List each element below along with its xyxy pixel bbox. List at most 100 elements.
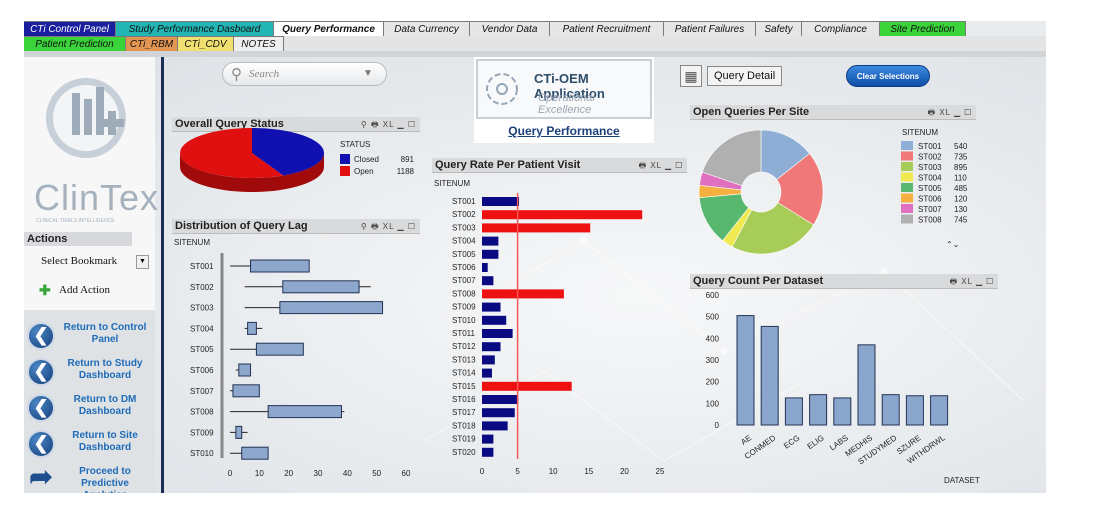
dropdown-arrow-icon[interactable]: ▼ (136, 255, 149, 269)
dataset-bar-studymed (881, 394, 900, 426)
query-detail-button[interactable]: ▦ Query Detail (680, 65, 786, 87)
legend-label: ST008 (918, 216, 942, 225)
box (279, 301, 384, 315)
box (235, 425, 243, 439)
donut-slice-st002 (776, 153, 824, 226)
panel-toolbar-icon[interactable]: ⚲ 🖶 XL ▁ ☐ (360, 222, 416, 231)
charts-layer: STATUS Closed 891 Open 1188 SITENUM ST001 ST002… (174, 128, 980, 485)
nav-button-5[interactable]: ➦ Proceed to Predictive Analytics (26, 461, 154, 494)
rate-bar-st009 (482, 302, 501, 312)
box (247, 321, 257, 335)
nav-button-label: Proceed to Predictive Analytics (79, 466, 131, 493)
site-label: ST011 (452, 329, 476, 338)
y-tick-label: 200 (706, 378, 720, 387)
tab-patient-prediction[interactable]: Patient Prediction (24, 36, 126, 51)
x-tick-label: 40 (343, 469, 352, 478)
people-network-icon (486, 73, 518, 105)
rate-bar-st015 (482, 381, 572, 391)
nav-button-3[interactable]: ❮ Return to DM Dashboard (26, 392, 154, 426)
table-grid-icon: ▦ (680, 65, 702, 87)
search-box[interactable]: ⚲ Search ▼ (222, 62, 387, 86)
site-label: ST009 (190, 428, 214, 437)
rate-bar-st014 (482, 368, 492, 378)
dataset-bar-withdrwl (930, 395, 949, 426)
curved-right-arrow-icon: ➦ (29, 461, 53, 492)
clear-selections-button[interactable]: Clear Selections (846, 65, 930, 87)
legend-swatch (901, 193, 913, 203)
query-rate-title: Query Rate Per Patient Visit 🖶 XL ▁ ☐ (432, 158, 687, 173)
box (282, 280, 360, 294)
legend-swatch (901, 172, 913, 182)
box (241, 446, 269, 460)
x-tick-label: 20 (620, 467, 629, 476)
tab-vendor-data[interactable]: Vendor Data (470, 21, 550, 36)
sidebar: ClinTex CLINICAL TRIALS INTELLIGENCE Act… (24, 57, 158, 494)
x-tick-label: 5 (515, 467, 520, 476)
query-lag-title: Distribution of Query Lag ⚲ 🖶 XL ▁ ☐ (172, 219, 420, 234)
legend-swatch (901, 151, 913, 161)
x-tick-label: 15 (584, 467, 593, 476)
legend-swatch (901, 141, 913, 150)
tab-query-performance[interactable]: Query Performance (274, 21, 384, 36)
rate-bar-st002 (482, 210, 643, 220)
left-arrow-icon: ❮ (27, 358, 55, 386)
site-label: ST001 (452, 197, 476, 206)
legend-label: ST004 (918, 174, 942, 183)
legend-label: ST006 (918, 195, 942, 204)
site-label: ST003 (452, 223, 476, 232)
box (250, 259, 310, 273)
bookmark-select[interactable]: Select Bookmark ▼ (24, 251, 155, 271)
tab-cti-cdv[interactable]: CTi_CDV (178, 36, 234, 51)
tab-data-currency[interactable]: Data Currency (384, 21, 470, 36)
bookmark-label: Select Bookmark (41, 255, 118, 267)
legend-swatch (901, 214, 913, 224)
site-label: ST008 (190, 408, 214, 417)
site-label: ST004 (190, 324, 214, 333)
site-label: ST018 (452, 421, 476, 430)
legend-title: STATUS (340, 140, 370, 149)
x-axis-title: DATASET (944, 476, 980, 485)
legend-title: SITENUM (902, 128, 938, 137)
box (232, 384, 260, 398)
nav-button-label: Return to Study Dashboard (67, 358, 143, 381)
tab-patient-failures[interactable]: Patient Failures (664, 21, 756, 36)
nav-button-1[interactable]: ❮ Return to Control Panel (26, 320, 154, 354)
search-input[interactable]: Search (249, 68, 280, 80)
site-label: ST005 (452, 250, 476, 259)
box (255, 342, 304, 356)
chevron-down-icon[interactable]: ▼ (363, 68, 373, 79)
nav-button-2[interactable]: ❮ Return to Study Dashboard (26, 356, 154, 390)
logo-text: ClinTex (34, 177, 160, 218)
tab-compliance[interactable]: Compliance (802, 21, 880, 36)
rate-bar-st003 (482, 223, 591, 233)
panel-toolbar-icon[interactable]: 🖶 XL ▁ ☐ (927, 108, 972, 117)
tab-cti-rbm[interactable]: CTi_RBM (126, 36, 178, 51)
donut-slice-st003 (731, 202, 814, 255)
app-window: CTi Control Panel Study Performance Dasbo… (24, 21, 1046, 493)
tab-cti-control-panel[interactable]: CTi Control Panel (24, 21, 116, 36)
tab-patient-recruitment[interactable]: Patient Recruitment (550, 21, 664, 36)
y-tick-label: 0 (715, 421, 720, 430)
site-label: ST002 (190, 283, 214, 292)
legend-label: Closed (354, 155, 379, 164)
panel-toolbar-icon[interactable]: 🖶 XL ▁ ☐ (949, 277, 994, 286)
actions-label: Actions (24, 232, 132, 246)
tab-study-performance-dasboard[interactable]: Study Performance Dasboard (116, 21, 274, 36)
add-action-label: Add Action (59, 284, 111, 296)
x-tick-label: 10 (549, 467, 558, 476)
nav-button-4[interactable]: ❮ Return to Site Dashboard (26, 428, 154, 462)
search-icon: ⚲ (231, 66, 242, 83)
tab-notes[interactable]: NOTES (234, 36, 284, 51)
tab-safety[interactable]: Safety (756, 21, 802, 36)
tab-site-prediction[interactable]: Site Prediction (880, 21, 966, 36)
open-queries-title: Open Queries Per Site 🖶 XL ▁ ☐ (690, 105, 976, 120)
query-performance-link[interactable]: Query Performance (508, 124, 620, 138)
y-tick-label: 300 (706, 356, 720, 365)
panel-toolbar-icon[interactable]: 🖶 XL ▁ ☐ (638, 161, 683, 170)
x-tick-label: 0 (480, 467, 485, 476)
add-action-button[interactable]: ✚ Add Action (39, 282, 139, 298)
cti-oem-logo: CTi-OEM Application Operational Excellen… (474, 57, 654, 143)
category-label: AE (739, 433, 753, 446)
legend-label: ST002 (918, 153, 942, 162)
panel-toolbar-icon[interactable]: ⚲ 🖶 XL ▁ ☐ (360, 120, 416, 129)
